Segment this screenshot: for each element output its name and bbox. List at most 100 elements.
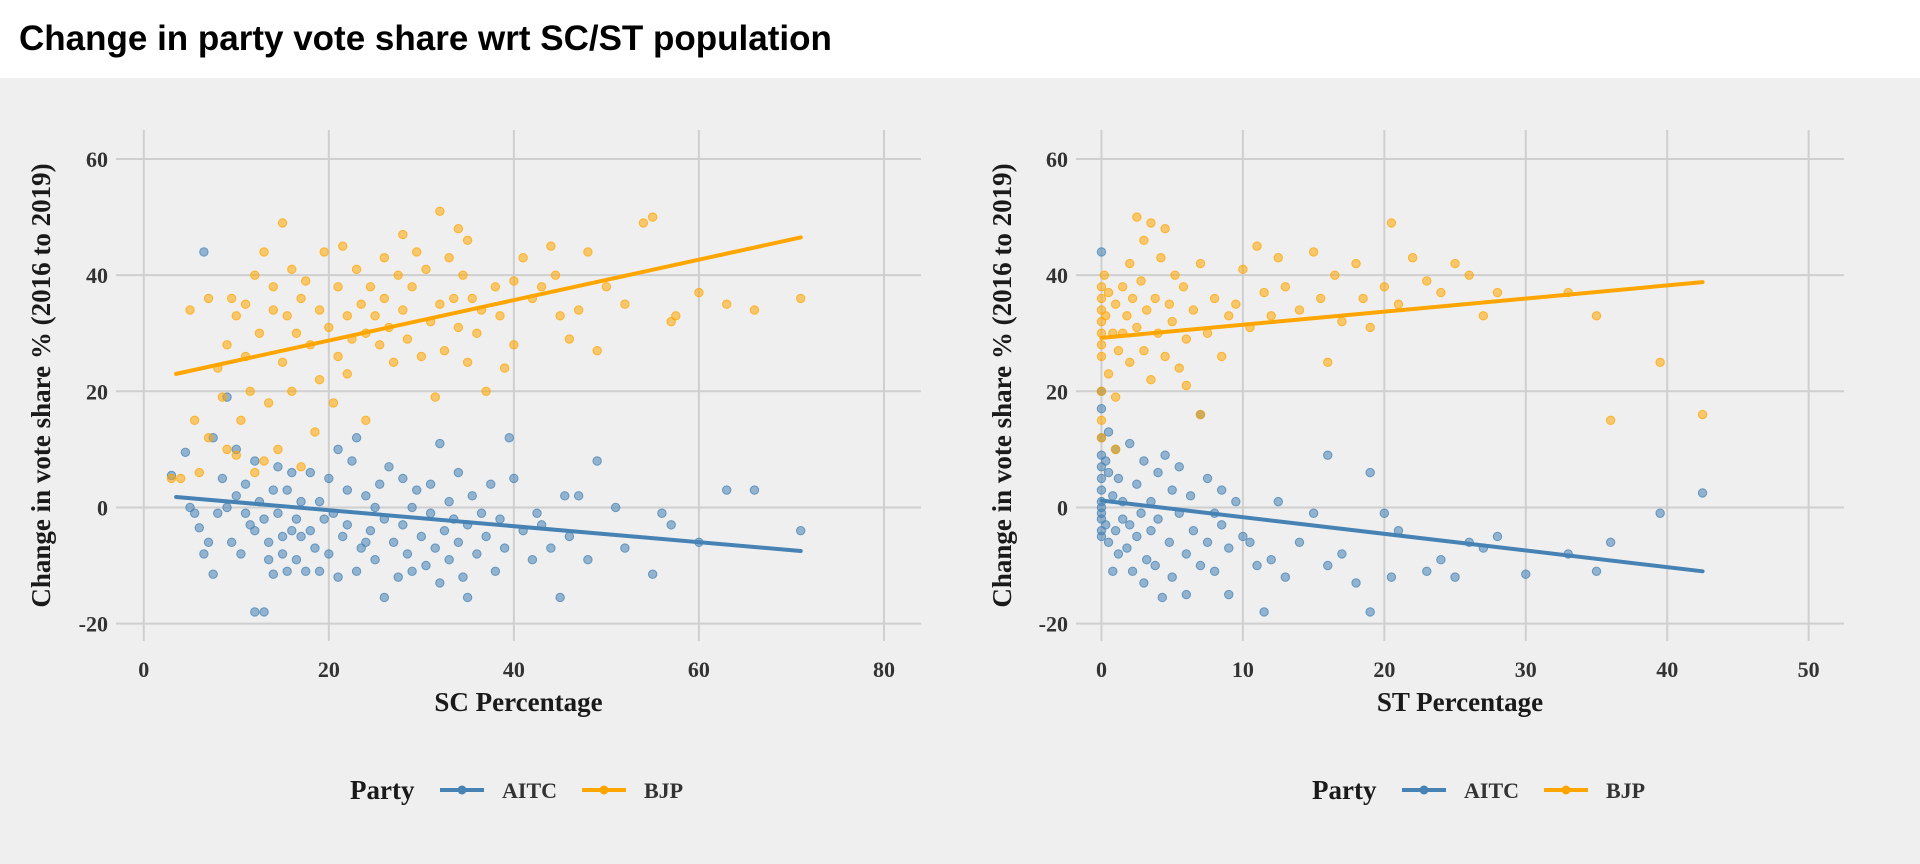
data-point-bjp: [509, 276, 519, 286]
data-point-aitc: [208, 569, 218, 579]
data-point-aitc: [1188, 525, 1199, 536]
data-point-aitc: [1146, 525, 1156, 536]
data-point-aitc: [444, 496, 454, 507]
data-point-bjp: [481, 386, 491, 397]
data-point-aitc: [1142, 555, 1152, 565]
data-point-aitc: [486, 479, 496, 489]
data-point-bjp: [1096, 340, 1107, 350]
data-point-bjp: [583, 247, 593, 257]
data-point-aitc: [1167, 485, 1177, 495]
data-point-aitc: [666, 520, 676, 530]
data-point-aitc: [250, 456, 260, 466]
data-point-aitc: [1167, 572, 1177, 582]
data-point-bjp: [1280, 282, 1291, 292]
data-point-bjp: [721, 299, 732, 309]
data-point-bjp: [1110, 392, 1121, 402]
data-point-aitc: [592, 456, 602, 466]
data-point-aitc: [472, 549, 482, 559]
data-point-bjp: [458, 270, 468, 280]
data-point-aitc: [199, 247, 209, 257]
data-point-aitc: [1697, 488, 1708, 498]
data-point-bjp: [1464, 270, 1474, 280]
data-point-bjp: [1315, 293, 1326, 304]
data-point-bjp: [453, 224, 464, 234]
data-point-aitc: [1450, 572, 1460, 582]
data-point-aitc: [1308, 508, 1319, 518]
data-point-bjp: [379, 293, 390, 304]
data-point-bjp: [1655, 357, 1665, 367]
data-point-bjp: [268, 305, 278, 315]
x-tick-label: 60: [688, 657, 710, 682]
series-aitc-points: [166, 247, 806, 617]
data-point-aitc: [1273, 496, 1283, 507]
x-tick-label: 50: [1798, 657, 1820, 682]
data-point-bjp: [1266, 311, 1276, 321]
data-point-aitc: [282, 566, 292, 577]
x-tick-label: 80: [873, 657, 895, 682]
data-point-bjp: [1224, 311, 1234, 321]
data-point-aitc: [1181, 589, 1192, 600]
data-point-aitc: [1386, 572, 1397, 582]
data-point-aitc: [1103, 427, 1114, 437]
legend: Party AITC BJP: [350, 775, 683, 805]
data-point-aitc: [1139, 578, 1149, 588]
data-point-bjp: [1096, 415, 1107, 426]
data-point-bjp: [351, 264, 362, 275]
data-point-bjp: [1195, 258, 1206, 269]
data-point-aitc: [398, 473, 408, 484]
data-point-aitc: [444, 555, 454, 565]
data-point-bjp: [1113, 345, 1124, 356]
data-point-bjp: [1122, 311, 1132, 321]
chart-panel-2: -20 0 20 40 60 0 10 20 30 40 50 ST Percentage Change…: [987, 130, 1844, 805]
data-point-aitc: [1096, 531, 1107, 542]
data-point-bjp: [1273, 253, 1283, 263]
data-point-aitc: [333, 572, 343, 582]
data-point-aitc: [796, 525, 806, 536]
data-point-aitc: [620, 543, 630, 553]
data-point-aitc: [370, 555, 380, 565]
data-point-aitc: [1521, 569, 1531, 579]
data-point-bjp: [1160, 351, 1170, 362]
data-point-aitc: [560, 491, 570, 501]
data-point-bjp: [1181, 380, 1192, 391]
data-point-bjp: [1101, 311, 1111, 321]
data-point-bjp: [421, 264, 431, 275]
data-point-bjp: [509, 340, 519, 350]
data-point-aitc: [291, 514, 302, 524]
x-tick-label: 30: [1515, 657, 1537, 682]
data-point-aitc: [532, 508, 542, 518]
data-point-aitc: [351, 433, 362, 443]
data-point-bjp: [430, 392, 440, 402]
data-point-bjp: [1096, 433, 1107, 443]
data-point-bjp: [1136, 276, 1146, 286]
data-point-bjp: [1195, 409, 1206, 420]
data-point-bjp: [250, 467, 260, 478]
data-point-aitc: [495, 514, 505, 524]
data-point-aitc: [721, 485, 732, 495]
data-point-aitc: [1252, 560, 1262, 571]
data-point-aitc: [268, 485, 278, 495]
data-point-bjp: [1478, 311, 1489, 321]
data-point-aitc: [412, 485, 422, 495]
data-point-aitc: [1181, 549, 1192, 559]
legend-marker-bjp: [1561, 785, 1571, 795]
data-point-bjp: [1103, 369, 1114, 379]
data-point-aitc: [310, 543, 320, 553]
data-point-aitc: [425, 508, 436, 518]
data-point-aitc: [1125, 438, 1135, 449]
data-point-aitc: [199, 549, 209, 559]
data-point-bjp: [1167, 316, 1177, 327]
data-point-aitc: [527, 555, 538, 565]
data-point-aitc: [1216, 520, 1227, 530]
data-point-bjp: [555, 311, 565, 321]
data-point-aitc: [435, 438, 445, 449]
data-point-aitc: [1202, 537, 1213, 547]
data-point-bjp: [236, 415, 246, 426]
data-point-bjp: [462, 357, 473, 367]
data-point-aitc: [1492, 531, 1503, 542]
data-point-aitc: [342, 520, 353, 530]
data-point-bjp: [1139, 345, 1149, 356]
data-point-aitc: [1266, 555, 1276, 565]
data-point-bjp: [333, 351, 343, 362]
data-point-bjp: [1294, 305, 1305, 315]
